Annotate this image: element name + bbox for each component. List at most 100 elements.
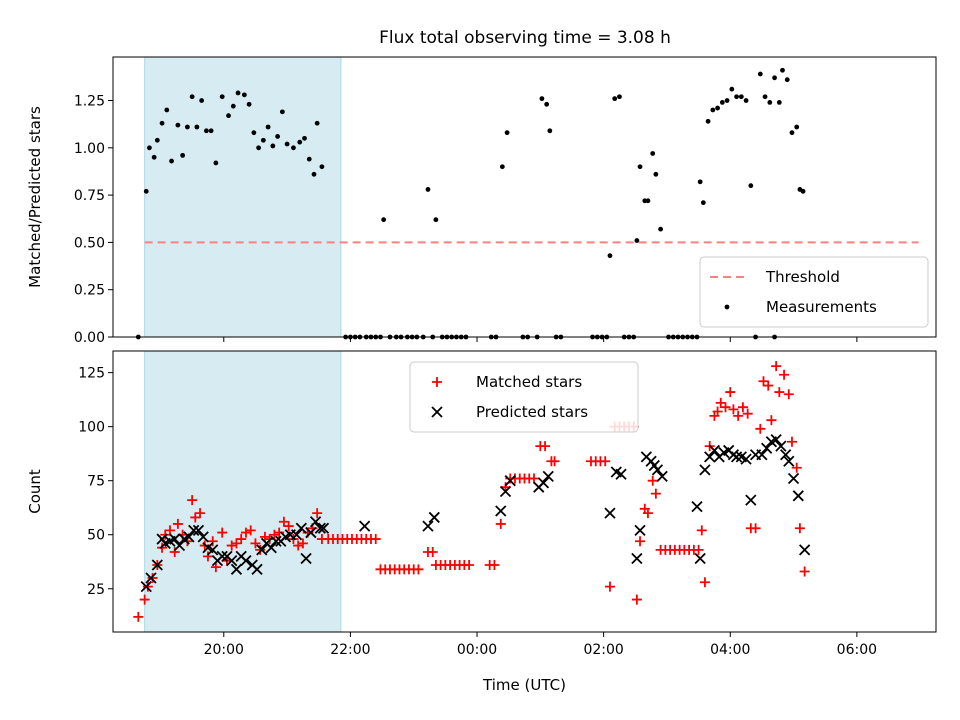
- data-point: [642, 508, 653, 519]
- data-point: [763, 380, 774, 391]
- data-point: [719, 100, 725, 105]
- data-point: [650, 488, 661, 499]
- data-point: [164, 107, 170, 113]
- data-point: [715, 105, 720, 111]
- data-point: [309, 516, 322, 528]
- data-point: [231, 538, 242, 549]
- data-point: [274, 527, 285, 538]
- y-tick-label: 1.00: [74, 141, 105, 157]
- data-point: [314, 522, 326, 534]
- data-point: [549, 456, 560, 467]
- data-point: [226, 555, 238, 567]
- y-axis-label: Count: [26, 469, 44, 514]
- data-point: [293, 540, 304, 551]
- data-point: [202, 551, 213, 562]
- data-point: [699, 577, 710, 588]
- data-point: [755, 423, 766, 434]
- legend: Threshold Measurements: [699, 256, 929, 328]
- data-point: [173, 539, 186, 552]
- data-point: [230, 103, 236, 109]
- data-point: [190, 512, 201, 523]
- data-point: [217, 527, 228, 538]
- data-point: [604, 507, 616, 519]
- data-point: [297, 139, 303, 145]
- data-point: [370, 534, 381, 545]
- data-point: [314, 120, 320, 126]
- data-point: [151, 559, 163, 571]
- data-point: [631, 552, 643, 565]
- data-point: [715, 397, 726, 408]
- data-point: [539, 96, 545, 102]
- data-point: [425, 187, 431, 192]
- data-point: [381, 217, 387, 223]
- data-point: [699, 464, 711, 476]
- data-point: [783, 389, 794, 400]
- data-point: [189, 94, 195, 100]
- y-tick-label: 0.25: [74, 283, 105, 299]
- data-point: [147, 572, 158, 583]
- data-point: [794, 523, 805, 534]
- data-point: [284, 141, 290, 147]
- data-point: [195, 508, 206, 519]
- data-point: [724, 98, 730, 103]
- data-point: [784, 77, 790, 83]
- data-point: [311, 171, 317, 177]
- x-axis-label: Time (UTC): [482, 676, 566, 694]
- data-point: [295, 522, 307, 534]
- y-tick-label: 75: [87, 474, 105, 490]
- data-point: [710, 107, 716, 113]
- data-point: [762, 94, 768, 100]
- data-point: [770, 433, 782, 446]
- data-point: [312, 508, 323, 519]
- data-point: [748, 183, 754, 189]
- data-point: [631, 594, 642, 605]
- data-point: [758, 376, 769, 387]
- data-point: [140, 580, 152, 593]
- data-point: [139, 594, 150, 605]
- data-point: [489, 559, 500, 570]
- data-point: [270, 535, 282, 547]
- data-point: [651, 464, 664, 476]
- data-point: [700, 200, 706, 206]
- data-point: [290, 529, 303, 541]
- data-point: [634, 238, 640, 243]
- data-point: [319, 164, 325, 170]
- legend-label: Predicted stars: [476, 403, 588, 421]
- data-point: [495, 518, 506, 529]
- data-point: [194, 124, 200, 130]
- data-point: [738, 94, 744, 100]
- data-point: [504, 475, 516, 487]
- data-point: [187, 495, 198, 506]
- data-point: [236, 534, 247, 545]
- legend-box: [409, 361, 639, 433]
- data-point: [251, 563, 263, 575]
- data-point: [226, 540, 237, 551]
- legend-dot-swatch: [724, 304, 730, 310]
- data-point: [776, 100, 782, 105]
- data-point: [617, 94, 622, 100]
- data-point: [653, 171, 659, 177]
- data-point: [188, 524, 200, 537]
- data-point: [772, 75, 777, 81]
- data-point: [422, 520, 434, 532]
- data-point: [730, 451, 743, 463]
- shaded-region: [144, 56, 342, 338]
- y-tick-label: 125: [78, 366, 105, 382]
- data-point: [647, 475, 658, 486]
- data-point: [317, 522, 330, 534]
- data-point: [544, 101, 550, 107]
- series-predicted-stars: [140, 433, 811, 593]
- data-point: [433, 217, 439, 223]
- data-point: [269, 529, 280, 540]
- data-point: [737, 402, 748, 413]
- data-point: [265, 542, 277, 554]
- data-point: [213, 160, 219, 166]
- data-point: [240, 527, 251, 538]
- data-point: [794, 124, 800, 130]
- y-tick-label: 0.75: [74, 188, 105, 204]
- data-point: [800, 188, 806, 194]
- legend-box: [699, 256, 929, 328]
- x-tick-label: 04:00: [710, 642, 750, 658]
- legend: Matched stars Predicted stars: [409, 361, 639, 433]
- data-point: [164, 525, 175, 536]
